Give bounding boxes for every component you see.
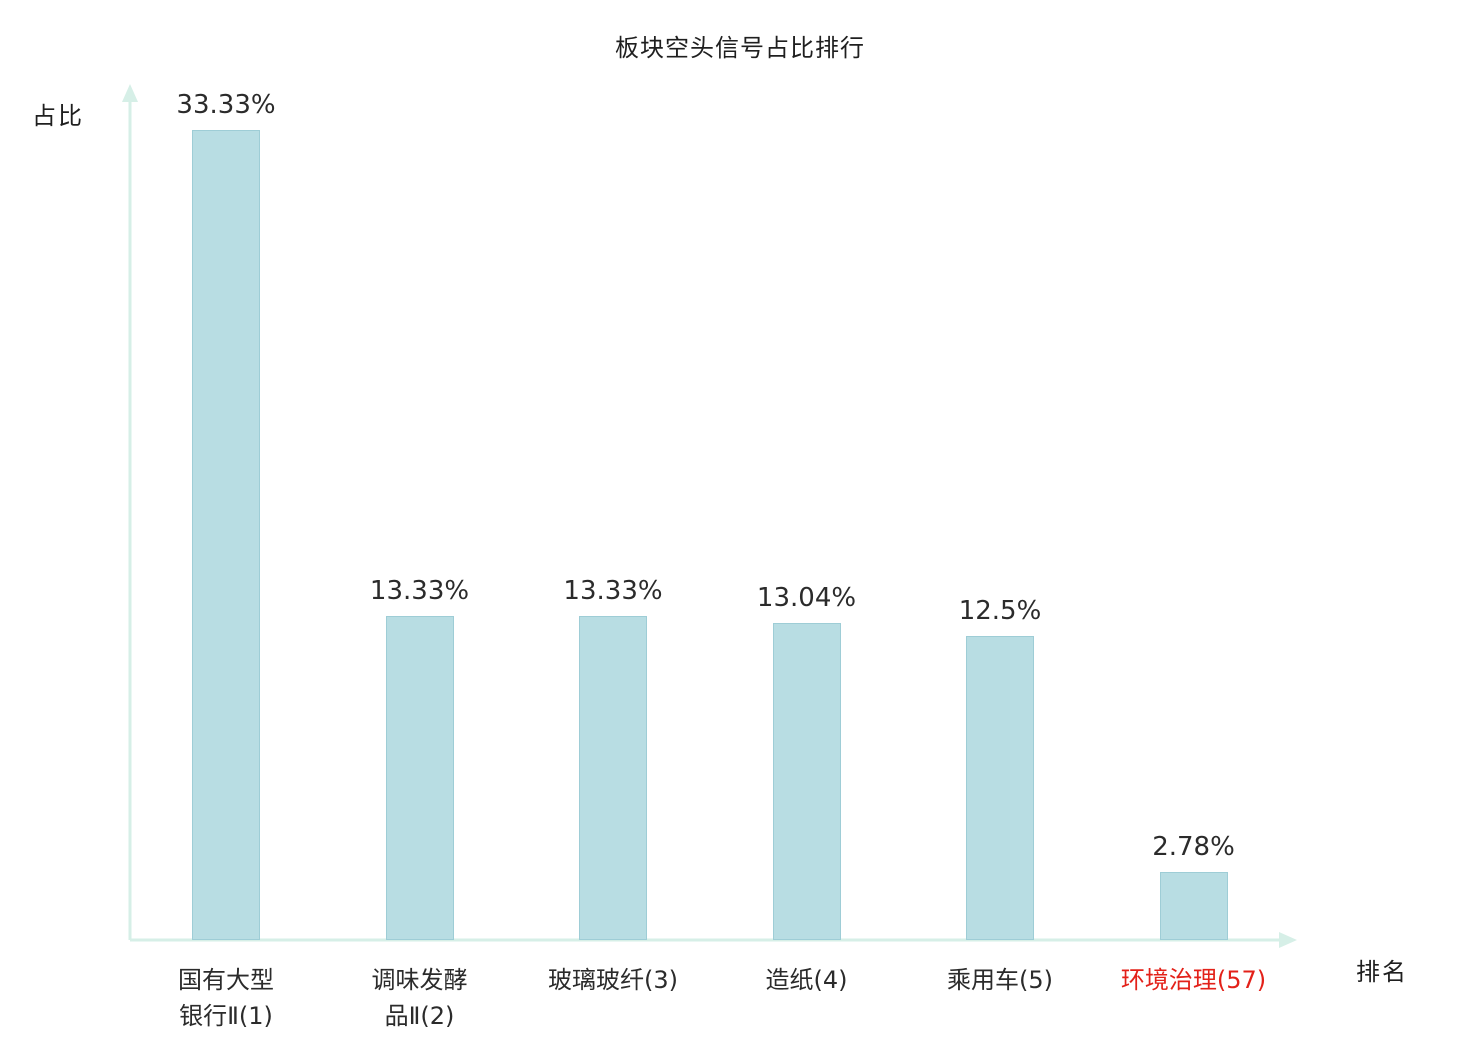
x-axis-label: 排名: [1356, 958, 1408, 986]
bar: [1159, 872, 1228, 940]
x-axis-arrow-icon: [1279, 932, 1297, 948]
chart-title: 板块空头信号占比排行: [615, 34, 865, 62]
bar: [385, 616, 454, 940]
y-axis-arrow-icon: [122, 84, 138, 102]
bar: [192, 130, 260, 940]
bar: [772, 623, 841, 940]
y-axis-label: 占比: [32, 102, 84, 130]
category-label: 调味发酵 品Ⅱ(2): [371, 966, 468, 1030]
bar-value-label: 33.33%: [176, 90, 276, 120]
category-label: 国有大型 银行Ⅱ(1): [178, 966, 274, 1030]
category-label: 造纸(4): [765, 966, 848, 994]
category-label: 乘用车(5): [947, 966, 1053, 994]
bar-value-label: 13.33%: [563, 576, 663, 607]
bar-value-label: 12.5%: [958, 596, 1042, 627]
bar-value-label: 13.33%: [369, 576, 470, 607]
bar-value-label: 13.04%: [756, 583, 857, 614]
bar-value-label: 2.78%: [1152, 832, 1235, 863]
category-label: 环境治理(57): [1120, 966, 1267, 994]
bar: [966, 636, 1034, 940]
bar: [579, 616, 647, 940]
category-label: 玻璃玻纤(3): [548, 966, 678, 994]
